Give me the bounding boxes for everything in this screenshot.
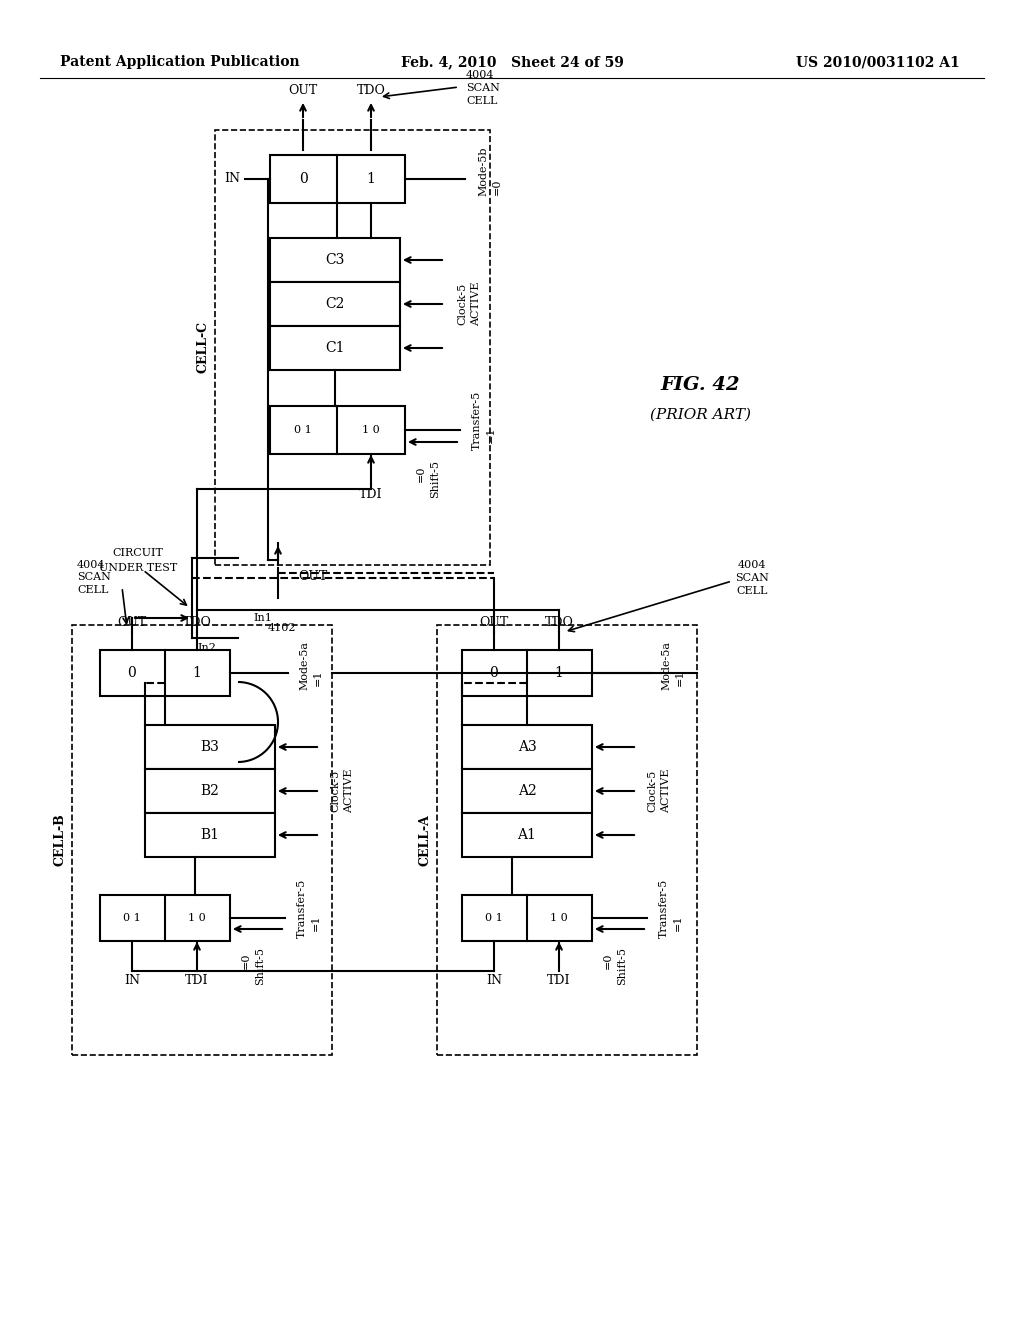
Text: Shift-5: Shift-5 xyxy=(617,946,627,985)
Text: FIG. 42: FIG. 42 xyxy=(660,376,739,393)
Text: CELL-A: CELL-A xyxy=(419,814,431,866)
Text: TDO: TDO xyxy=(182,615,211,628)
Text: ACTIVE: ACTIVE xyxy=(662,768,671,813)
Text: 4102: 4102 xyxy=(268,623,297,634)
Text: ACTIVE: ACTIVE xyxy=(344,768,354,813)
Text: ACTIVE: ACTIVE xyxy=(471,281,481,326)
Text: B2: B2 xyxy=(201,784,219,799)
Text: =0: =0 xyxy=(241,953,251,969)
Text: Patent Application Publication: Patent Application Publication xyxy=(60,55,300,69)
Text: 0 1: 0 1 xyxy=(294,425,312,436)
Text: SCAN: SCAN xyxy=(735,573,769,583)
Text: 0 1: 0 1 xyxy=(485,913,503,923)
Text: CELL: CELL xyxy=(77,585,109,595)
Bar xyxy=(270,282,400,326)
Bar xyxy=(462,770,592,813)
Text: B1: B1 xyxy=(201,828,219,842)
Bar xyxy=(270,407,406,454)
Text: Transfer-5: Transfer-5 xyxy=(472,391,482,450)
Bar xyxy=(145,813,275,857)
Text: Mode-5a: Mode-5a xyxy=(662,640,671,689)
Bar xyxy=(270,154,406,203)
Text: 1 0: 1 0 xyxy=(362,425,380,436)
Text: In2: In2 xyxy=(197,643,216,653)
Text: OUT: OUT xyxy=(479,615,509,628)
Text: CELL-C: CELL-C xyxy=(197,321,210,374)
Text: Clock-5: Clock-5 xyxy=(647,770,657,812)
Bar xyxy=(462,725,592,770)
Text: 1: 1 xyxy=(555,667,563,680)
Text: SCAN: SCAN xyxy=(77,572,111,582)
Text: 0: 0 xyxy=(128,667,136,680)
Text: CIRCUIT: CIRCUIT xyxy=(113,548,164,558)
Text: Transfer-5: Transfer-5 xyxy=(297,878,307,937)
Text: SCAN: SCAN xyxy=(466,83,500,92)
Text: 1 0: 1 0 xyxy=(188,913,206,923)
Bar xyxy=(462,895,592,941)
Text: TDO: TDO xyxy=(545,615,573,628)
Text: (PRIOR ART): (PRIOR ART) xyxy=(649,408,751,422)
Text: 0 1: 0 1 xyxy=(123,913,141,923)
Text: OUT: OUT xyxy=(118,615,146,628)
Bar xyxy=(72,624,332,1055)
Text: =0: =0 xyxy=(416,466,426,482)
Bar xyxy=(270,238,400,282)
Bar xyxy=(437,624,697,1055)
Text: C1: C1 xyxy=(326,341,345,355)
Text: =1: =1 xyxy=(675,669,685,686)
Text: A3: A3 xyxy=(517,741,537,754)
Text: 4004: 4004 xyxy=(77,560,105,570)
Text: US 2010/0031102 A1: US 2010/0031102 A1 xyxy=(797,55,961,69)
Bar xyxy=(270,326,400,370)
Text: =0: =0 xyxy=(492,178,502,195)
Text: C3: C3 xyxy=(326,253,345,267)
Text: B3: B3 xyxy=(201,741,219,754)
Text: =0: =0 xyxy=(603,953,613,969)
Text: 0: 0 xyxy=(299,172,307,186)
Text: A1: A1 xyxy=(517,828,537,842)
Text: UNDER TEST: UNDER TEST xyxy=(99,564,177,573)
Text: CELL: CELL xyxy=(736,586,768,597)
Bar xyxy=(462,813,592,857)
Text: TDI: TDI xyxy=(547,974,570,987)
Bar xyxy=(100,649,230,696)
Text: TDI: TDI xyxy=(359,487,383,500)
Text: Feb. 4, 2010   Sheet 24 of 59: Feb. 4, 2010 Sheet 24 of 59 xyxy=(400,55,624,69)
Text: 4004: 4004 xyxy=(737,560,766,570)
Text: A2: A2 xyxy=(517,784,537,799)
Text: Mode-5b: Mode-5b xyxy=(478,147,488,195)
Text: Shift-5: Shift-5 xyxy=(430,459,440,498)
Text: Shift-5: Shift-5 xyxy=(255,946,265,985)
Text: 0: 0 xyxy=(489,667,499,680)
Text: Clock-5: Clock-5 xyxy=(457,282,467,325)
Text: =1: =1 xyxy=(313,669,323,686)
Text: =1: =1 xyxy=(673,915,683,931)
Text: OUT: OUT xyxy=(298,569,328,582)
Bar xyxy=(215,129,490,565)
Text: IN: IN xyxy=(224,173,240,186)
Text: 1: 1 xyxy=(193,667,202,680)
Text: =1: =1 xyxy=(486,426,496,444)
Bar xyxy=(145,770,275,813)
Text: IN: IN xyxy=(124,974,140,987)
Text: 1 0: 1 0 xyxy=(550,913,568,923)
Text: Clock-5: Clock-5 xyxy=(330,770,340,812)
Text: In1: In1 xyxy=(253,612,272,623)
Bar xyxy=(462,649,592,696)
Text: 1: 1 xyxy=(367,172,376,186)
Text: TDO: TDO xyxy=(356,83,385,96)
Text: C2: C2 xyxy=(326,297,345,312)
Text: Transfer-5: Transfer-5 xyxy=(659,878,669,937)
Bar xyxy=(145,725,275,770)
Text: TDI: TDI xyxy=(185,974,209,987)
Text: CELL-B: CELL-B xyxy=(53,813,67,866)
Text: OUT: OUT xyxy=(289,83,317,96)
Text: =1: =1 xyxy=(311,915,321,931)
Text: 4004: 4004 xyxy=(466,70,495,81)
Text: Mode-5a: Mode-5a xyxy=(299,640,309,689)
Bar xyxy=(100,895,230,941)
Text: CELL: CELL xyxy=(466,96,498,106)
Text: IN: IN xyxy=(486,974,502,987)
